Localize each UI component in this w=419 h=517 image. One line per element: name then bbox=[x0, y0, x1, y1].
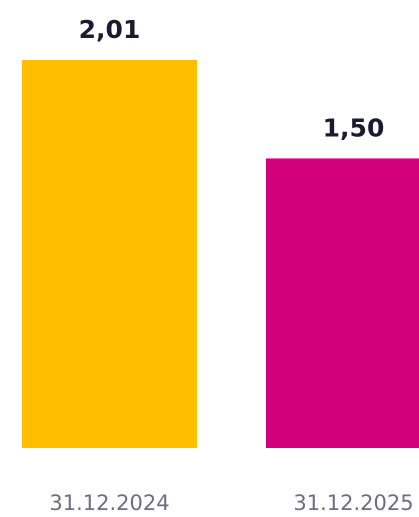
bar-2 bbox=[266, 158, 419, 448]
x-tick-label-1: 31.12.2024 bbox=[49, 491, 169, 515]
value-label-1: 2,01 bbox=[79, 15, 141, 44]
x-tick-label-2: 31.12.2025 bbox=[293, 491, 413, 515]
x-axis-tick-labels: 31.12.2024 31.12.2025 bbox=[49, 491, 413, 515]
value-label-2: 1,50 bbox=[323, 113, 385, 142]
bar-1 bbox=[22, 60, 197, 448]
